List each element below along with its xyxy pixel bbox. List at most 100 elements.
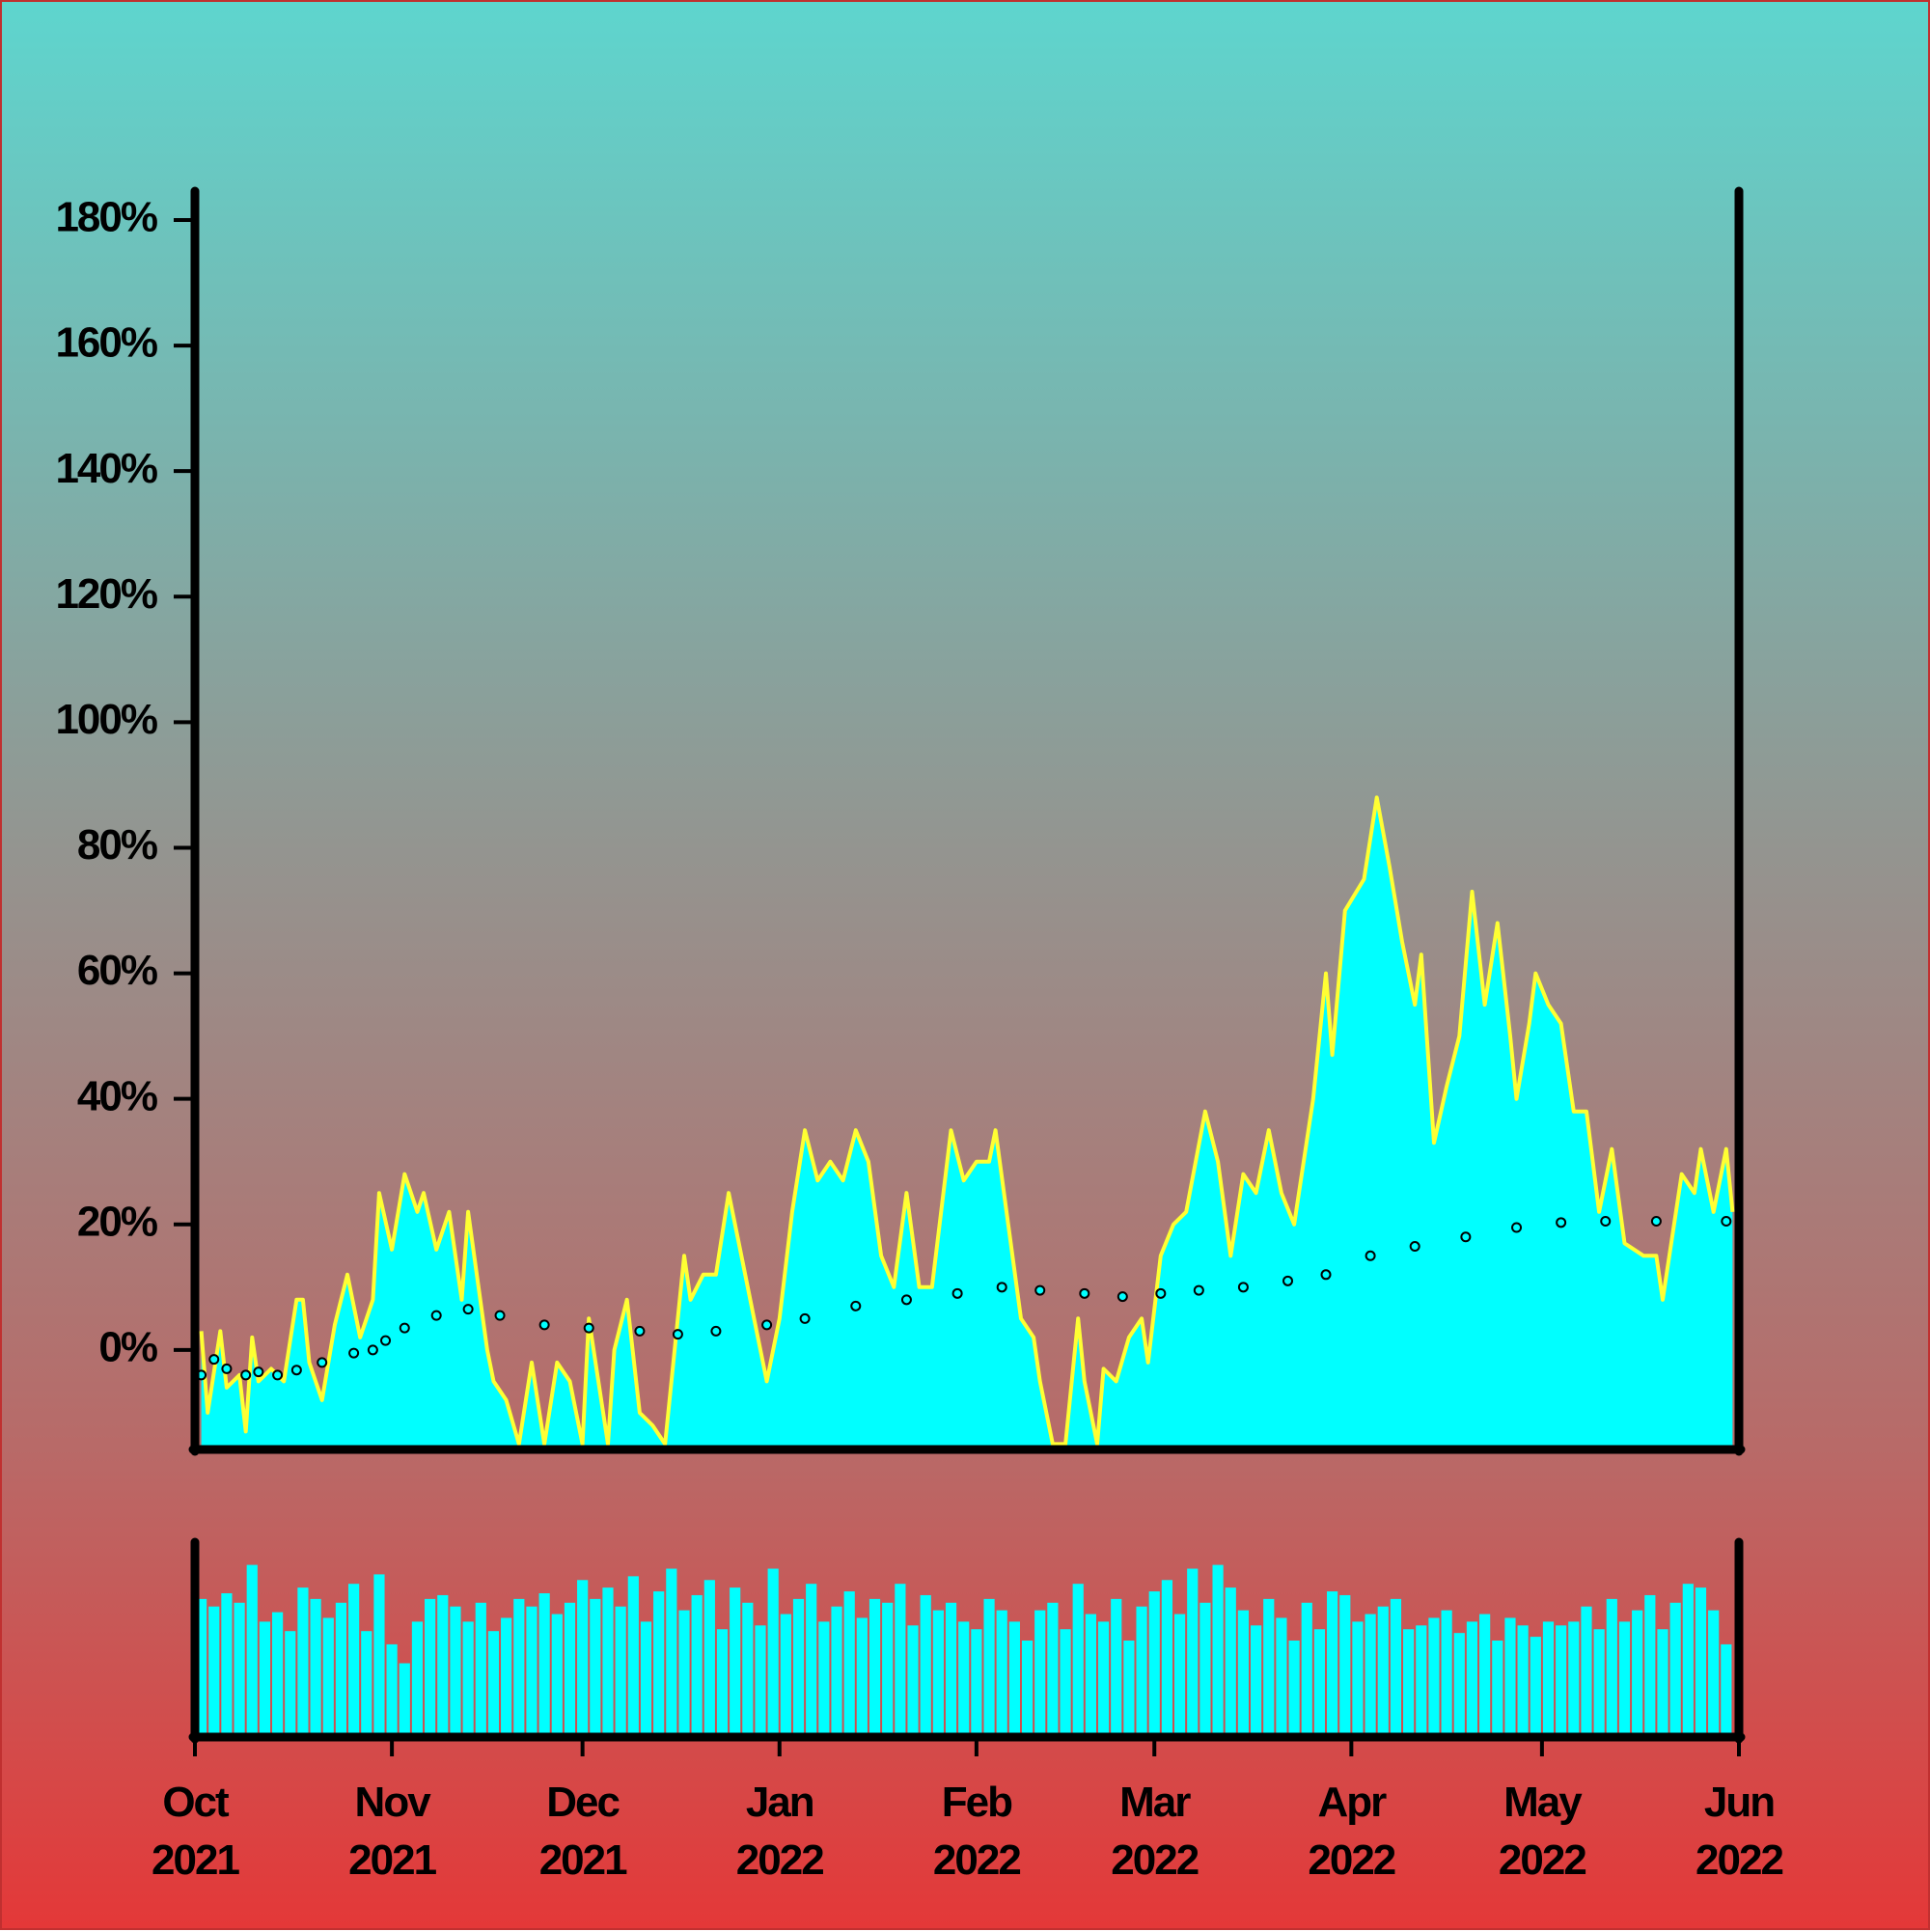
volume-bar [806,1584,817,1735]
volume-bar [1097,1621,1110,1735]
volume-bar [1466,1621,1478,1735]
volume-bar [780,1614,791,1735]
volume-bar [1085,1614,1096,1735]
average-dot [290,1365,302,1376]
volume-bar [1721,1643,1732,1735]
volume-bar [538,1593,550,1735]
volume-bar [932,1610,944,1735]
average-dot [430,1310,442,1321]
volume-bar [678,1610,690,1735]
volume-bar [1047,1602,1059,1735]
volume-bar [1403,1629,1415,1735]
volume-bar [1492,1641,1503,1735]
volume-bar [1288,1641,1300,1735]
volume-bar [437,1594,449,1735]
average-dot [348,1347,360,1359]
average-dot [494,1310,506,1321]
volume-area [195,1564,1732,1735]
y-tick-label: 40% [77,1072,157,1119]
x-tick-label: Feb 2022 [932,1779,1022,1884]
volume-bar [462,1621,474,1735]
volume-bar [1644,1594,1656,1735]
volume-bar [1173,1614,1186,1735]
x-tick-label: Mar 2022 [1111,1779,1199,1884]
area-fill [201,797,1733,1449]
volume-bar [1377,1606,1389,1735]
average-dot [240,1369,252,1381]
y-tick-label: 20% [77,1198,157,1245]
volume-bar [590,1598,601,1735]
average-dot [799,1312,811,1324]
volume-bar [1581,1606,1592,1735]
volume-bar [1301,1602,1312,1735]
volume-bar [1276,1617,1287,1735]
volume-bar [1632,1610,1643,1735]
average-dot [399,1322,410,1334]
volume-bar [742,1602,754,1735]
average-dot [317,1357,328,1368]
volume-bar [868,1598,881,1735]
volume-bar [971,1629,982,1735]
volume-bar [1008,1621,1020,1735]
average-dot [1117,1291,1128,1303]
volume-bar [1187,1568,1199,1735]
volume-bar [322,1617,334,1735]
volume-bar [221,1593,233,1735]
average-dot [1600,1216,1612,1228]
average-dot [272,1369,284,1381]
volume-bar [1199,1602,1211,1735]
average-dot [1556,1217,1567,1228]
volume-bar [1327,1591,1338,1735]
average-dot [253,1366,264,1378]
volume-bar [895,1584,906,1735]
average-dot [900,1294,912,1306]
y-tick-label: 0% [98,1323,156,1370]
volume-bar [1568,1621,1580,1735]
volume-bar [411,1621,424,1735]
volume-bar [1708,1610,1720,1735]
volume-bar [1034,1610,1046,1735]
y-tick-label: 180% [55,194,156,241]
average-dot [1155,1287,1167,1299]
average-dot [583,1322,594,1334]
volume-bar [1593,1629,1605,1735]
volume-bar [551,1614,563,1735]
axes: 0% 20% 40% 60% 80% 100% 120% 140% 160% 180% [55,186,1746,1756]
plot-area [196,795,1735,1449]
volume-bar [856,1617,868,1735]
volume-bar [1111,1598,1122,1735]
volume-bar [1212,1564,1224,1735]
volume-bar [882,1602,894,1735]
volume-bar [1441,1610,1452,1735]
volume-bar [335,1602,347,1735]
x-tick-label: Nov 2021 [348,1779,437,1884]
average-dot [710,1325,722,1337]
average-dot [1237,1282,1249,1293]
volume-bar [361,1631,372,1735]
volume-bar [983,1598,995,1735]
volume-bar [1428,1617,1440,1735]
volume-bar [310,1598,321,1735]
x-tick-label: Dec 2021 [538,1779,628,1884]
volume-bar [1556,1625,1567,1735]
volume-bar [526,1606,538,1735]
volume-bar [475,1602,486,1735]
volume-bar [1618,1621,1631,1735]
average-dot [1320,1269,1332,1281]
volume-bar [450,1606,461,1735]
volume-bar [945,1602,957,1735]
x-tick-label: Oct 2021 [152,1779,240,1884]
volume-bar [755,1625,766,1735]
average-dot [996,1282,1007,1293]
average-dot [367,1344,378,1356]
volume-bar [767,1568,779,1735]
average-dot [634,1325,646,1337]
volume-bar [615,1606,626,1735]
volume-bar [246,1564,258,1735]
volume-bar [1237,1610,1250,1735]
x-tick-label: Jan 2022 [735,1779,825,1884]
volume-bar [1416,1625,1427,1735]
volume-bar [297,1587,309,1735]
volume-bar [1021,1641,1034,1735]
average-dot [1365,1250,1376,1261]
